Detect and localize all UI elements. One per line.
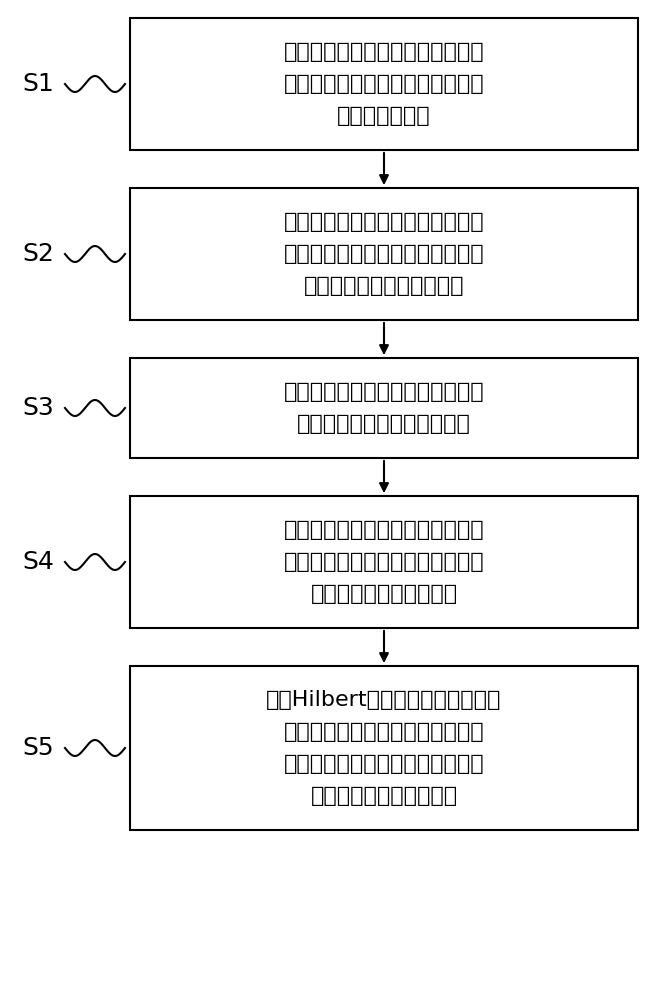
Bar [130, 358, 638, 458]
Text: 局部最大值构建分配算子，并构建: 局部最大值构建分配算子，并构建 [284, 244, 484, 264]
Text: 基于所述同步提取算子结合脊检测: 基于所述同步提取算子结合脊检测 [284, 382, 484, 402]
Text: 方法对所述电力信号进行去噪: 方法对所述电力信号进行去噪 [297, 414, 471, 434]
Text: 得到频谱图；所述电力信号包括多: 得到频谱图；所述电力信号包括多 [284, 74, 484, 94]
Text: 通过检测所述频谱图频率方向上的: 通过检测所述频谱图频率方向上的 [284, 212, 484, 232]
Text: S3: S3 [22, 396, 54, 420]
Text: 对电力信号进行短时傅里叶变换，: 对电力信号进行短时傅里叶变换， [284, 42, 484, 62]
Text: 时幅值，识别出谐波信号: 时幅值，识别出谐波信号 [311, 786, 458, 806]
Text: 局部最大同步压缩变换模型: 局部最大同步压缩变换模型 [304, 276, 464, 296]
Bar [130, 188, 638, 320]
Text: 基于所述局部最大同步压缩变换模: 基于所述局部最大同步压缩变换模 [284, 520, 484, 540]
Text: 号的瞬时频率和瞬时幅值，并根据: 号的瞬时频率和瞬时幅值，并根据 [284, 722, 484, 742]
Bar [130, 496, 638, 628]
Text: S2: S2 [22, 242, 54, 266]
Text: S5: S5 [22, 736, 54, 760]
Text: 基于Hilbert计算每个所述非噪声信: 基于Hilbert计算每个所述非噪声信 [267, 690, 502, 710]
Text: S1: S1 [22, 72, 54, 96]
Text: 型对去噪后的所述电力信号进行分: 型对去噪后的所述电力信号进行分 [284, 552, 484, 572]
Bar [130, 18, 638, 150]
Text: 各所述非噪声信号的瞬时频率和瞬: 各所述非噪声信号的瞬时频率和瞬 [284, 754, 484, 774]
Text: 个模态分量信号: 个模态分量信号 [337, 106, 431, 126]
Text: 离，得到多个非噪声信号: 离，得到多个非噪声信号 [311, 584, 458, 604]
Text: S4: S4 [22, 550, 54, 574]
Bar [130, 666, 638, 830]
